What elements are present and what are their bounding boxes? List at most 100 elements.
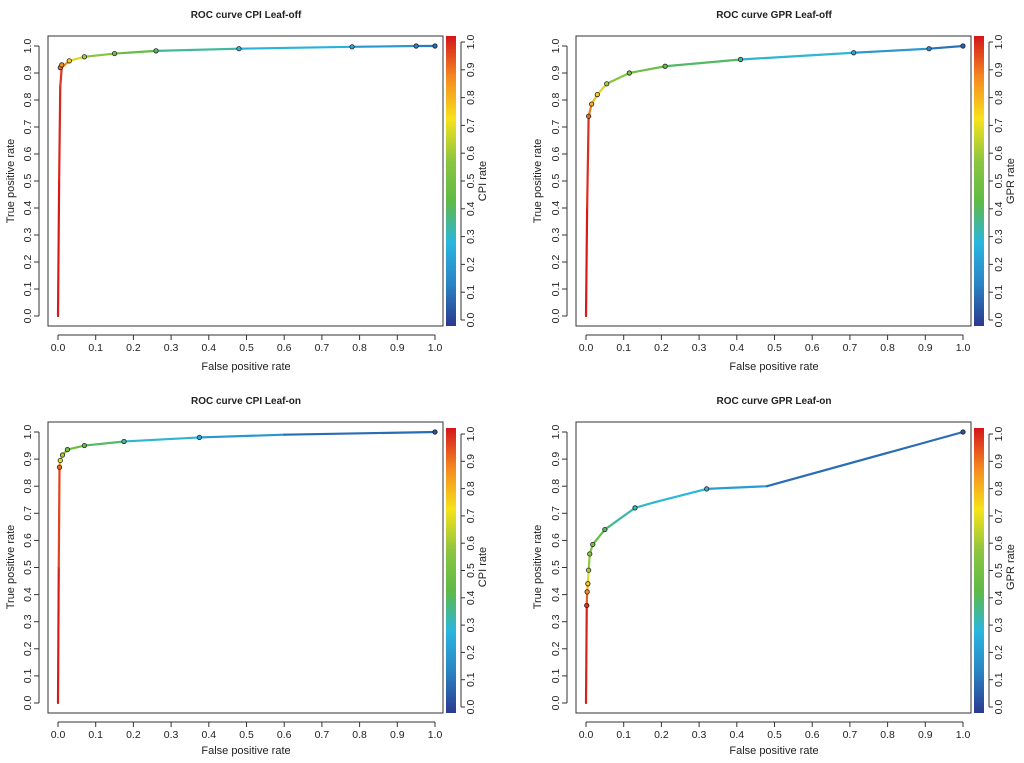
y-tick-label: 0.6: [550, 147, 562, 162]
y-tick-label: 0.7: [22, 120, 34, 135]
cutoff-markers: [56, 429, 438, 470]
cutoff-markers: [57, 43, 438, 71]
roc-curve-segment: [83, 440, 126, 447]
x-tick-label: 1.0: [428, 729, 443, 741]
colorbar-tick-label: 0.2: [993, 645, 1005, 660]
plot-frame: [47, 35, 444, 327]
roc-panel-1: ROC curve CPI Leaf-off 0.0 0.1 0.2 0.3 0.4 0.5…: [5, 10, 489, 373]
x-tick-label: 0.0: [51, 342, 66, 354]
x-axis-label: False positive rate: [729, 361, 818, 373]
colorbar-tick-label: 0.4: [465, 590, 477, 605]
colorbar-tick-label: 0.8: [993, 90, 1005, 105]
x-tick-label: 0.5: [767, 342, 782, 354]
colorbar-label: GPR rate: [1005, 158, 1017, 204]
colorbar-tick-label: 0.0: [993, 700, 1005, 715]
colorbar-tick-label: 1.0: [465, 427, 477, 442]
colorbar-tick-label: 0.8: [993, 481, 1005, 496]
y-tick-label: 0.3: [550, 228, 562, 243]
x-tick-label: 0.4: [201, 729, 216, 741]
y-tick-label: 0.8: [550, 93, 562, 108]
cutoff-marker: [196, 434, 202, 441]
x-tick-label: 0.2: [126, 729, 141, 741]
roc-curve-segment: [237, 45, 354, 50]
y-tick-label: 0.0: [550, 696, 562, 711]
roc-curve: [56, 44, 437, 318]
roc-curve-segment: [122, 436, 201, 443]
colorbar-tick-label: 0.6: [993, 536, 1005, 551]
y-tick-label: 1.0: [550, 39, 562, 54]
roc-curve-segment: [83, 52, 116, 58]
cutoff-marker: [81, 442, 87, 449]
roc-curve-segment: [927, 44, 965, 50]
x-tick-label: 0.6: [805, 342, 820, 354]
y-tick-label: 0.5: [22, 560, 34, 575]
colorbar-tick-label: 0.7: [465, 508, 477, 523]
roc-curve-segment: [68, 55, 86, 62]
cutoff-markers: [586, 43, 966, 119]
y-tick-label: 0.1: [22, 668, 34, 683]
x-tick-label: 0.1: [616, 342, 631, 354]
colorbar-bar: [446, 428, 456, 713]
x-tick-label: 0.2: [654, 729, 669, 741]
x-tick-label: 0.8: [352, 342, 367, 354]
y-axis-label: True positive rate: [532, 139, 544, 224]
colorbar-tick-label: 0.5: [465, 563, 477, 578]
x-tick-label: 0.5: [239, 729, 254, 741]
x-tick-label: 0.1: [88, 342, 103, 354]
x-tick-label: 0.8: [880, 342, 895, 354]
roc-panel-4: ROC curve GPR Leaf-on0.0 0.1 0.2 0.3 0.4 0.5 0…: [532, 396, 1017, 757]
roc-curve-segment: [350, 44, 418, 48]
colorbar: 0.0 0.1 0.2 0.3 0.4 0.5 0.6 0.7 0.8 0.9 1.0 GPR rat…: [974, 35, 1017, 327]
colorbar-tick-label: 0.6: [465, 146, 477, 161]
cutoff-marker: [586, 113, 592, 119]
x-tick-label: 0.3: [164, 342, 179, 354]
colorbar-tick-label: 0.5: [993, 563, 1005, 578]
plot-frame: [47, 421, 444, 714]
x-tick-label: 0.8: [880, 729, 895, 741]
y-tick-label: 0.4: [22, 201, 34, 216]
roc-curve-segment: [59, 66, 63, 88]
roc-curve-segment: [283, 430, 437, 436]
chart-title: ROC curve CPI Leaf-off: [191, 10, 302, 21]
cutoff-marker: [704, 486, 710, 492]
colorbar-tick-label: 0.9: [993, 62, 1005, 77]
cutoff-marker: [432, 429, 438, 435]
x-tick-label: 0.7: [315, 342, 330, 354]
x-tick-label: 0.4: [729, 729, 744, 741]
cutoff-marker: [121, 438, 127, 445]
x-axis-label: False positive rate: [201, 361, 290, 373]
y-tick-label: 0.5: [550, 560, 562, 575]
x-tick-label: 0.3: [164, 729, 179, 741]
colorbar-tick-label: 0.8: [465, 90, 477, 105]
x-tick-label: 0.9: [918, 342, 933, 354]
y-tick-label: 0.2: [550, 255, 562, 270]
x-tick-label: 0.1: [616, 729, 631, 741]
colorbar-tick-label: 0.3: [993, 229, 1005, 244]
cutoff-marker: [432, 43, 438, 49]
y-tick-label: 0.7: [550, 506, 562, 521]
x-tick-label: 0.4: [729, 342, 744, 354]
y-tick-label: 0.1: [550, 282, 562, 297]
plot-frame: [575, 35, 972, 327]
x-tick-label: 0.0: [579, 342, 594, 354]
roc-curve-segment: [739, 51, 855, 61]
y-axis-label: True positive rate: [5, 525, 17, 610]
colorbar-tick-label: 0.1: [993, 285, 1005, 300]
cutoff-marker: [594, 92, 600, 98]
x-tick-label: 0.3: [692, 729, 707, 741]
chart-title: ROC curve CPI Leaf-on: [191, 396, 301, 407]
cutoff-marker: [926, 46, 932, 52]
y-tick-label: 0.1: [550, 668, 562, 683]
roc-curve-segment: [154, 47, 241, 52]
cutoff-marker: [590, 541, 596, 548]
y-tick-label: 0.4: [550, 201, 562, 216]
cutoff-marker: [349, 44, 355, 50]
roc-curve-segment: [633, 501, 655, 509]
roc-curve-segment: [113, 49, 158, 55]
cutoff-markers: [584, 429, 966, 609]
roc-curve-segment: [584, 206, 589, 318]
colorbar-tick-label: 0.5: [465, 174, 477, 189]
roc-curve-segment: [852, 47, 931, 54]
y-tick-label: 0.4: [22, 587, 34, 602]
cutoff-marker: [584, 602, 590, 609]
